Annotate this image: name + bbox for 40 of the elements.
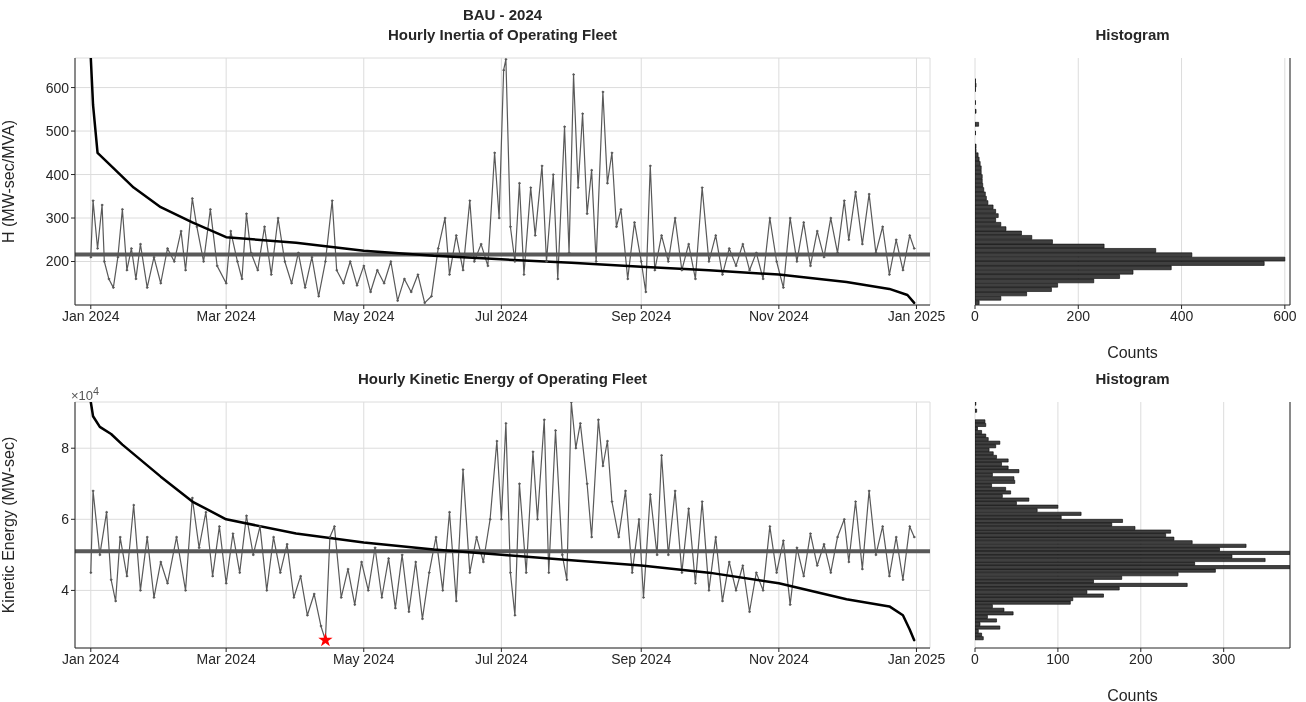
chart-title: Hourly Kinetic Energy of Operating Fleet: [357, 370, 648, 387]
y-tick-label: 4: [61, 582, 70, 599]
y-tick-label: 6: [61, 511, 70, 528]
x-tick-label: 400: [1169, 307, 1194, 324]
x-tick-label: 100: [1046, 650, 1070, 667]
chart-title: BAU - 2024: [461, 6, 544, 23]
x-tick-label: Jul 2024: [474, 307, 529, 324]
x-tick-label: Jan 2025: [887, 307, 946, 324]
x-tick-label: May 2024: [333, 650, 395, 667]
y-tick-label: 400: [45, 166, 70, 183]
x-axis-title: Counts: [1107, 687, 1158, 702]
x-axis-title: Counts: [1107, 344, 1158, 361]
y-tick-label: 300: [45, 210, 70, 226]
x-tick-label: Mar 2024: [196, 307, 256, 324]
x-tick-label: 200: [1129, 650, 1153, 667]
chart-title: Histogram: [1094, 370, 1171, 387]
x-tick-label: 0: [971, 307, 980, 324]
x-tick-label: Nov 2024: [748, 650, 810, 667]
chart-subtitle: Hourly Inertia of Operating Fleet: [386, 26, 619, 43]
y-axis-title: H (MW-sec/MVA): [0, 120, 17, 243]
x-tick-label: 0: [971, 650, 980, 667]
x-tick-label: Jan 2024: [61, 650, 120, 667]
x-tick-label: Sep 2024: [611, 307, 672, 324]
y-tick-label: 8: [61, 440, 70, 457]
x-tick-label: Mar 2024: [196, 650, 256, 667]
y-tick-label: 500: [45, 123, 70, 140]
x-tick-label: 600: [1273, 307, 1297, 324]
chart-title: Histogram: [1094, 26, 1171, 43]
y-tick-label: 200: [45, 253, 70, 270]
annotation: ×10$^{4}$: [71, 385, 100, 404]
x-tick-label: Jan 2024: [61, 307, 120, 324]
x-tick-label: Sep 2024: [611, 650, 672, 667]
x-tick-label: Nov 2024: [748, 307, 810, 324]
x-tick-label: 300: [1212, 650, 1236, 667]
y-tick-label: 600: [45, 79, 70, 96]
x-tick-label: Jan 2025: [887, 650, 946, 667]
y-axis-title: Kinetic Energy (MW-sec): [0, 436, 17, 614]
x-tick-label: May 2024: [333, 307, 395, 324]
x-tick-label: Jul 2024: [474, 650, 529, 667]
x-tick-label: 200: [1066, 307, 1091, 324]
